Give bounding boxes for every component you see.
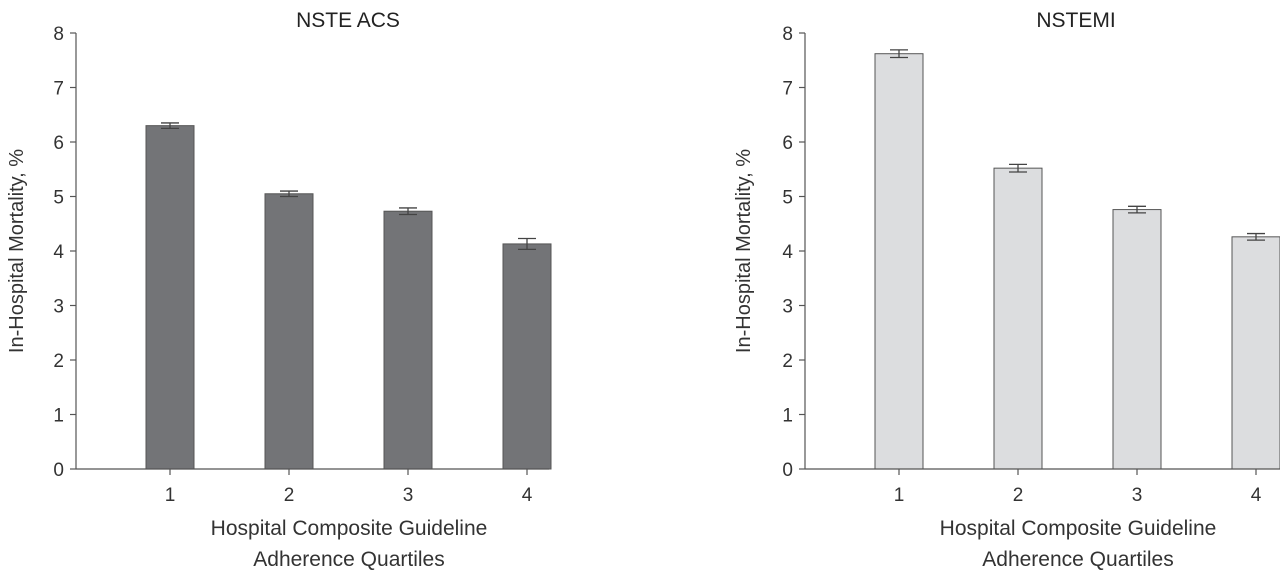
bar-q3 — [383, 210, 433, 470]
bar-q2 — [993, 167, 1043, 470]
x-tick-label: 3 — [1132, 485, 1143, 506]
y-tick-label: 8 — [53, 24, 64, 45]
error-bar-q2 — [1009, 163, 1027, 173]
plot-area: 1 2 3 4 0 1 2 3 4 5 6 7 8 — [782, 24, 1280, 506]
y-tick-label: 5 — [53, 188, 64, 209]
bar-q4 — [1231, 236, 1280, 470]
x-axis-label-line1: Hospital Composite Guideline — [211, 517, 488, 540]
y-tick-label: 2 — [782, 351, 793, 372]
error-bar-q1 — [890, 49, 908, 59]
bar-q3 — [1112, 209, 1162, 470]
x-axis-label-line2: Adherence Quartiles — [253, 548, 444, 571]
bar-q2 — [264, 193, 314, 470]
y-tick-label: 5 — [782, 188, 793, 209]
y-axis-label: In-Hospital Mortality, % — [6, 149, 28, 353]
x-tick-label: 2 — [1013, 485, 1024, 506]
y-tick-label: 6 — [53, 133, 64, 154]
y-tick-label: 1 — [53, 406, 64, 427]
x-axis-label-line2: Adherence Quartiles — [982, 548, 1173, 571]
bar-q4 — [502, 243, 552, 470]
y-tick-label: 3 — [782, 297, 793, 318]
x-tick-label: 1 — [894, 485, 905, 506]
y-tick-label: 3 — [53, 297, 64, 318]
y-axis-label: In-Hospital Mortality, % — [733, 149, 755, 353]
error-bar-q1 — [161, 122, 179, 130]
y-tick-label: 7 — [53, 79, 64, 100]
x-tick-label: 4 — [1251, 485, 1262, 506]
error-bar-q3 — [1128, 205, 1146, 214]
chart-nste-acs: NSTE ACS In-Hospital Mortality, % Hospit… — [6, 9, 552, 571]
error-bar-q4 — [1247, 232, 1265, 241]
x-tick-label: 3 — [403, 485, 414, 506]
chart-nstemi: NSTEMI In-Hospital Mortality, % Hospital… — [733, 9, 1280, 571]
y-tick-label: 7 — [782, 79, 793, 100]
y-tick-label: 4 — [53, 242, 64, 263]
x-axis-label-line1: Hospital Composite Guideline — [940, 517, 1217, 540]
error-bar-q3 — [399, 207, 417, 216]
x-tick-label: 2 — [284, 485, 295, 506]
y-tick-label: 8 — [782, 24, 793, 45]
chart-title: NSTEMI — [1036, 9, 1115, 32]
y-tick-label: 0 — [53, 460, 64, 481]
error-bar-q2 — [280, 190, 298, 198]
y-tick-label: 4 — [782, 242, 793, 263]
y-tick-label: 2 — [53, 351, 64, 372]
x-tick-label: 1 — [165, 485, 176, 506]
bar-q1 — [874, 53, 924, 470]
error-bar-q4 — [518, 237, 536, 251]
x-tick-label: 4 — [522, 485, 533, 506]
y-tick-label: 0 — [782, 460, 793, 481]
bar-q1 — [145, 125, 195, 470]
y-tick-label: 1 — [782, 406, 793, 427]
plot-area: 1 2 3 4 0 1 2 3 4 5 6 7 8 — [53, 24, 552, 506]
chart-title: NSTE ACS — [296, 9, 400, 32]
y-tick-label: 6 — [782, 133, 793, 154]
